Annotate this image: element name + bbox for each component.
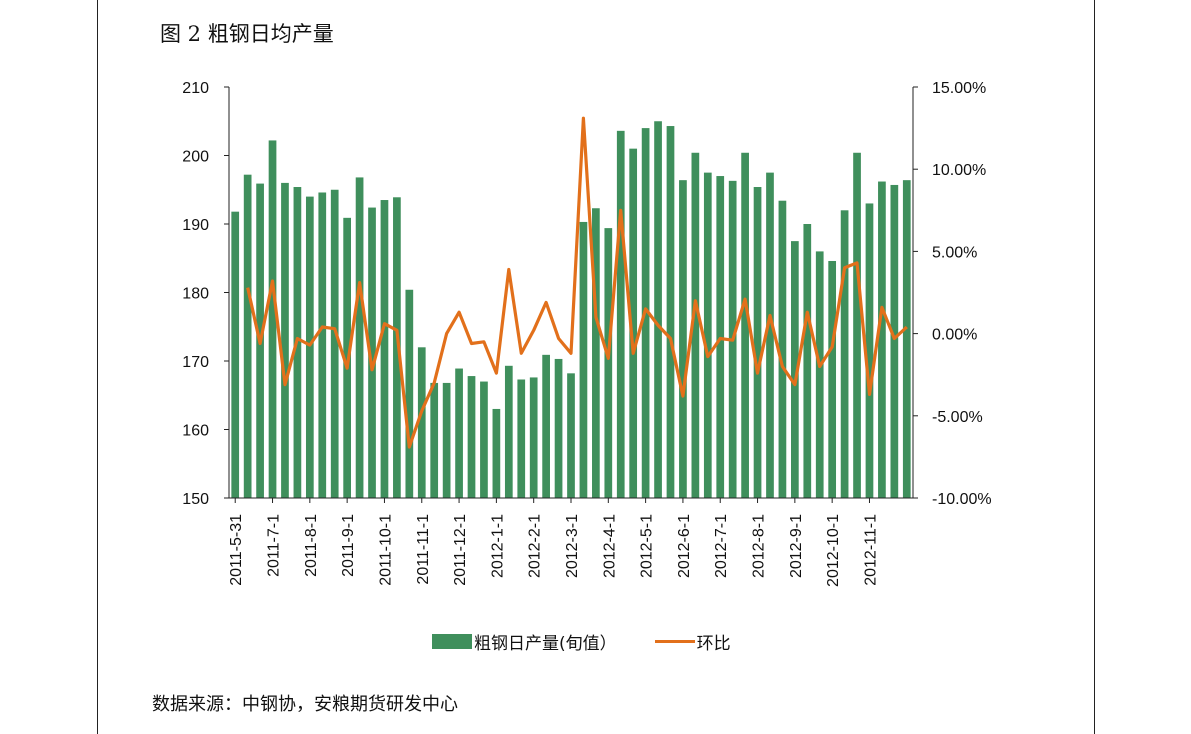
bar-35 (666, 126, 675, 499)
legend-bar-label: 粗钢日产量(旬值） (474, 634, 617, 654)
bar-45 (790, 241, 799, 498)
x-tick-label: 2011-7-1 (266, 514, 283, 577)
bar-42 (753, 187, 762, 498)
bar-10 (355, 177, 364, 499)
x-tick-label: 2011-10-1 (377, 514, 394, 586)
bar-22 (504, 365, 513, 498)
bar-44 (778, 200, 787, 498)
bar-50 (853, 152, 861, 498)
left-tick-label: 150 (182, 491, 209, 508)
x-tick-label: 2011-5-31 (228, 514, 245, 586)
x-tick-label: 2012-11-1 (862, 514, 879, 586)
bar-19 (467, 376, 476, 498)
left-tick-label: 170 (182, 354, 209, 371)
bar-21 (492, 408, 501, 498)
bar-series (231, 121, 911, 499)
x-tick-label: 2012-1-1 (489, 514, 506, 578)
x-tick-label: 2012-9-1 (788, 514, 805, 578)
bar-52 (878, 181, 886, 498)
x-tick-label: 2012-6-1 (676, 514, 693, 578)
bar-37 (691, 152, 700, 498)
frame-left-border (97, 0, 98, 734)
tick-labels: 150 160 170 180 190 200 210 -10.00% -5.00% 0.00% 5… (182, 80, 991, 587)
bar-29 (592, 208, 600, 498)
right-tick-label: 5.00% (932, 244, 977, 261)
right-tick-label: -10.00% (932, 491, 992, 508)
bar-36 (679, 180, 687, 498)
left-tick-label: 180 (182, 286, 209, 303)
bar-41 (741, 152, 749, 498)
bar-20 (480, 381, 488, 498)
x-tick-label: 2012-2-1 (527, 514, 544, 578)
x-tick-label: 2012-4-1 (601, 514, 618, 578)
bar-46 (803, 224, 812, 498)
x-tick-label: 2011-8-1 (303, 514, 320, 577)
bar-31 (616, 130, 625, 498)
bar-15 (417, 347, 426, 498)
source-note: 数据来源：中钢协，安粮期货研发中心 (152, 694, 458, 715)
left-tick-label: 200 (182, 149, 209, 166)
left-tick-label: 190 (182, 217, 209, 234)
bar-17 (442, 382, 451, 498)
x-tick-label: 2012-7-1 (713, 514, 730, 578)
x-tick-label: 2012-5-1 (639, 514, 656, 578)
bar-38 (703, 172, 712, 498)
right-tick-label: 0.00% (932, 327, 977, 344)
bar-8 (330, 189, 339, 498)
bar-32 (629, 148, 638, 498)
bar-25 (542, 354, 550, 498)
bar-28 (579, 221, 588, 498)
bar-23 (517, 379, 526, 498)
bar-27 (567, 373, 575, 498)
bar-34 (654, 121, 662, 498)
bar-53 (890, 184, 899, 498)
x-tick-label: 2012-3-1 (564, 514, 581, 578)
legend-line-label: 环比 (696, 634, 731, 654)
x-tick-label: 2011-9-1 (340, 514, 357, 577)
frame-right-border (1094, 0, 1095, 734)
legend-line-swatch (654, 640, 695, 643)
bar-12 (380, 200, 389, 498)
bar-26 (554, 358, 563, 498)
bar-16 (430, 382, 439, 498)
bar-14 (405, 289, 414, 498)
bar-1 (243, 174, 252, 498)
x-tick-label: 2011-12-1 (452, 514, 469, 586)
bar-4 (281, 182, 289, 498)
line-series (246, 116, 908, 449)
bar-49 (840, 210, 849, 499)
left-tick-label: 160 (182, 423, 209, 440)
figure-title: 图 2 粗钢日均产量 (160, 22, 334, 46)
bar-0 (231, 211, 240, 499)
bar-43 (766, 172, 774, 498)
bar-54 (902, 180, 911, 498)
bar-48 (828, 260, 837, 498)
left-tick-label: 210 (182, 80, 209, 97)
bar-24 (529, 377, 538, 498)
bar-6 (305, 196, 314, 498)
bar-13 (393, 197, 401, 498)
bar-11 (368, 207, 376, 498)
mom-change-line (246, 116, 908, 449)
x-tick-label: 2012-8-1 (751, 514, 768, 578)
right-tick-label: 10.00% (932, 162, 986, 179)
bar-3 (268, 140, 277, 498)
bar-30 (604, 228, 613, 499)
bar-47 (815, 251, 824, 498)
right-tick-label: 15.00% (932, 80, 986, 97)
bar-51 (865, 203, 874, 498)
x-tick-label: 2011-11-1 (415, 514, 432, 585)
bar-18 (455, 368, 463, 498)
axes (224, 86, 918, 503)
legend: 粗钢日产量(旬值） 环比 (432, 629, 731, 654)
legend-bar-swatch (432, 634, 472, 649)
bar-7 (318, 192, 327, 499)
x-tick-label: 2012-10-1 (825, 514, 842, 587)
right-tick-label: -5.00% (932, 409, 983, 426)
